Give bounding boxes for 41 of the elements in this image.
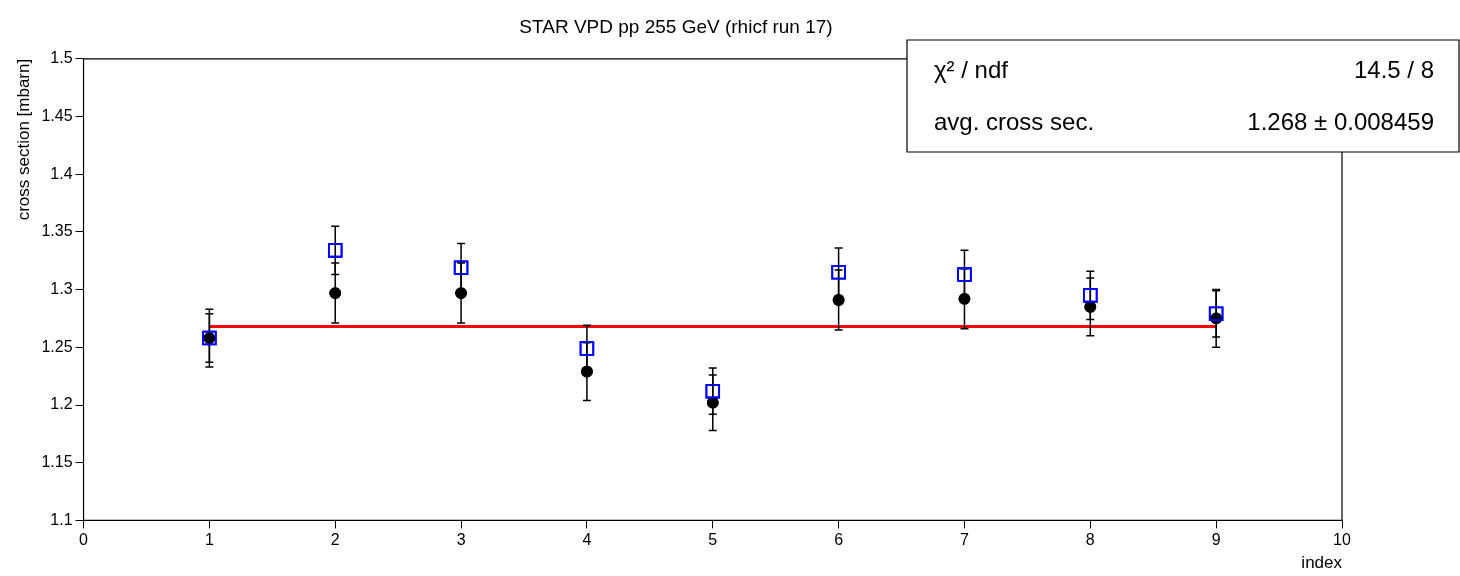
y-tick-label: 1.5 — [50, 49, 73, 67]
x-tick-label: 1 — [204, 531, 214, 549]
point — [1208, 306, 1224, 322]
y-tick-label: 1.15 — [41, 453, 73, 471]
point — [327, 243, 343, 258]
x-axis-title: index — [1301, 553, 1343, 573]
y-axis-title: cross section [mbarn] — [13, 58, 33, 221]
point — [831, 265, 846, 280]
y-tick-label: 1.35 — [41, 222, 73, 240]
point — [329, 287, 342, 299]
point — [1083, 288, 1098, 303]
point — [705, 383, 721, 399]
text: 14.5 / 8 — [1353, 55, 1434, 83]
point — [832, 294, 845, 306]
x-tick-label: 2 — [330, 531, 340, 549]
x-tick-label: 8 — [1085, 531, 1095, 549]
x-tick-label: 6 — [834, 531, 844, 549]
y-tick-label: 1.45 — [41, 106, 73, 124]
point — [958, 292, 971, 305]
point — [1084, 301, 1097, 313]
y-tick-label: 1.25 — [41, 337, 73, 355]
annotation: χ² / ndf — [934, 55, 1009, 83]
x-tick-label: 7 — [960, 531, 970, 549]
y-tick-label: 1.3 — [50, 280, 73, 298]
point — [581, 365, 593, 378]
annotation: 1.268 ± 0.008459 — [1247, 107, 1434, 135]
annotation: avg. cross sec. — [934, 107, 1095, 135]
point — [455, 287, 467, 299]
x-tick-label: 9 — [1211, 531, 1221, 549]
y-tick-label: 1.4 — [50, 164, 73, 182]
chart-title: STAR VPD pp 255 GeV (rhicf run 17) — [519, 15, 833, 37]
x-tick-label: 0 — [79, 531, 89, 549]
x-tick-label: 4 — [582, 531, 592, 549]
y-tick-label: 1.1 — [50, 510, 73, 528]
x-tick-label: 5 — [708, 531, 718, 549]
point — [579, 341, 595, 356]
x-tick-label: 10 — [1333, 531, 1351, 549]
x-tick-label: 3 — [456, 531, 466, 549]
point — [957, 267, 972, 282]
y-tick-label: 1.2 — [50, 395, 73, 413]
point — [453, 260, 469, 275]
